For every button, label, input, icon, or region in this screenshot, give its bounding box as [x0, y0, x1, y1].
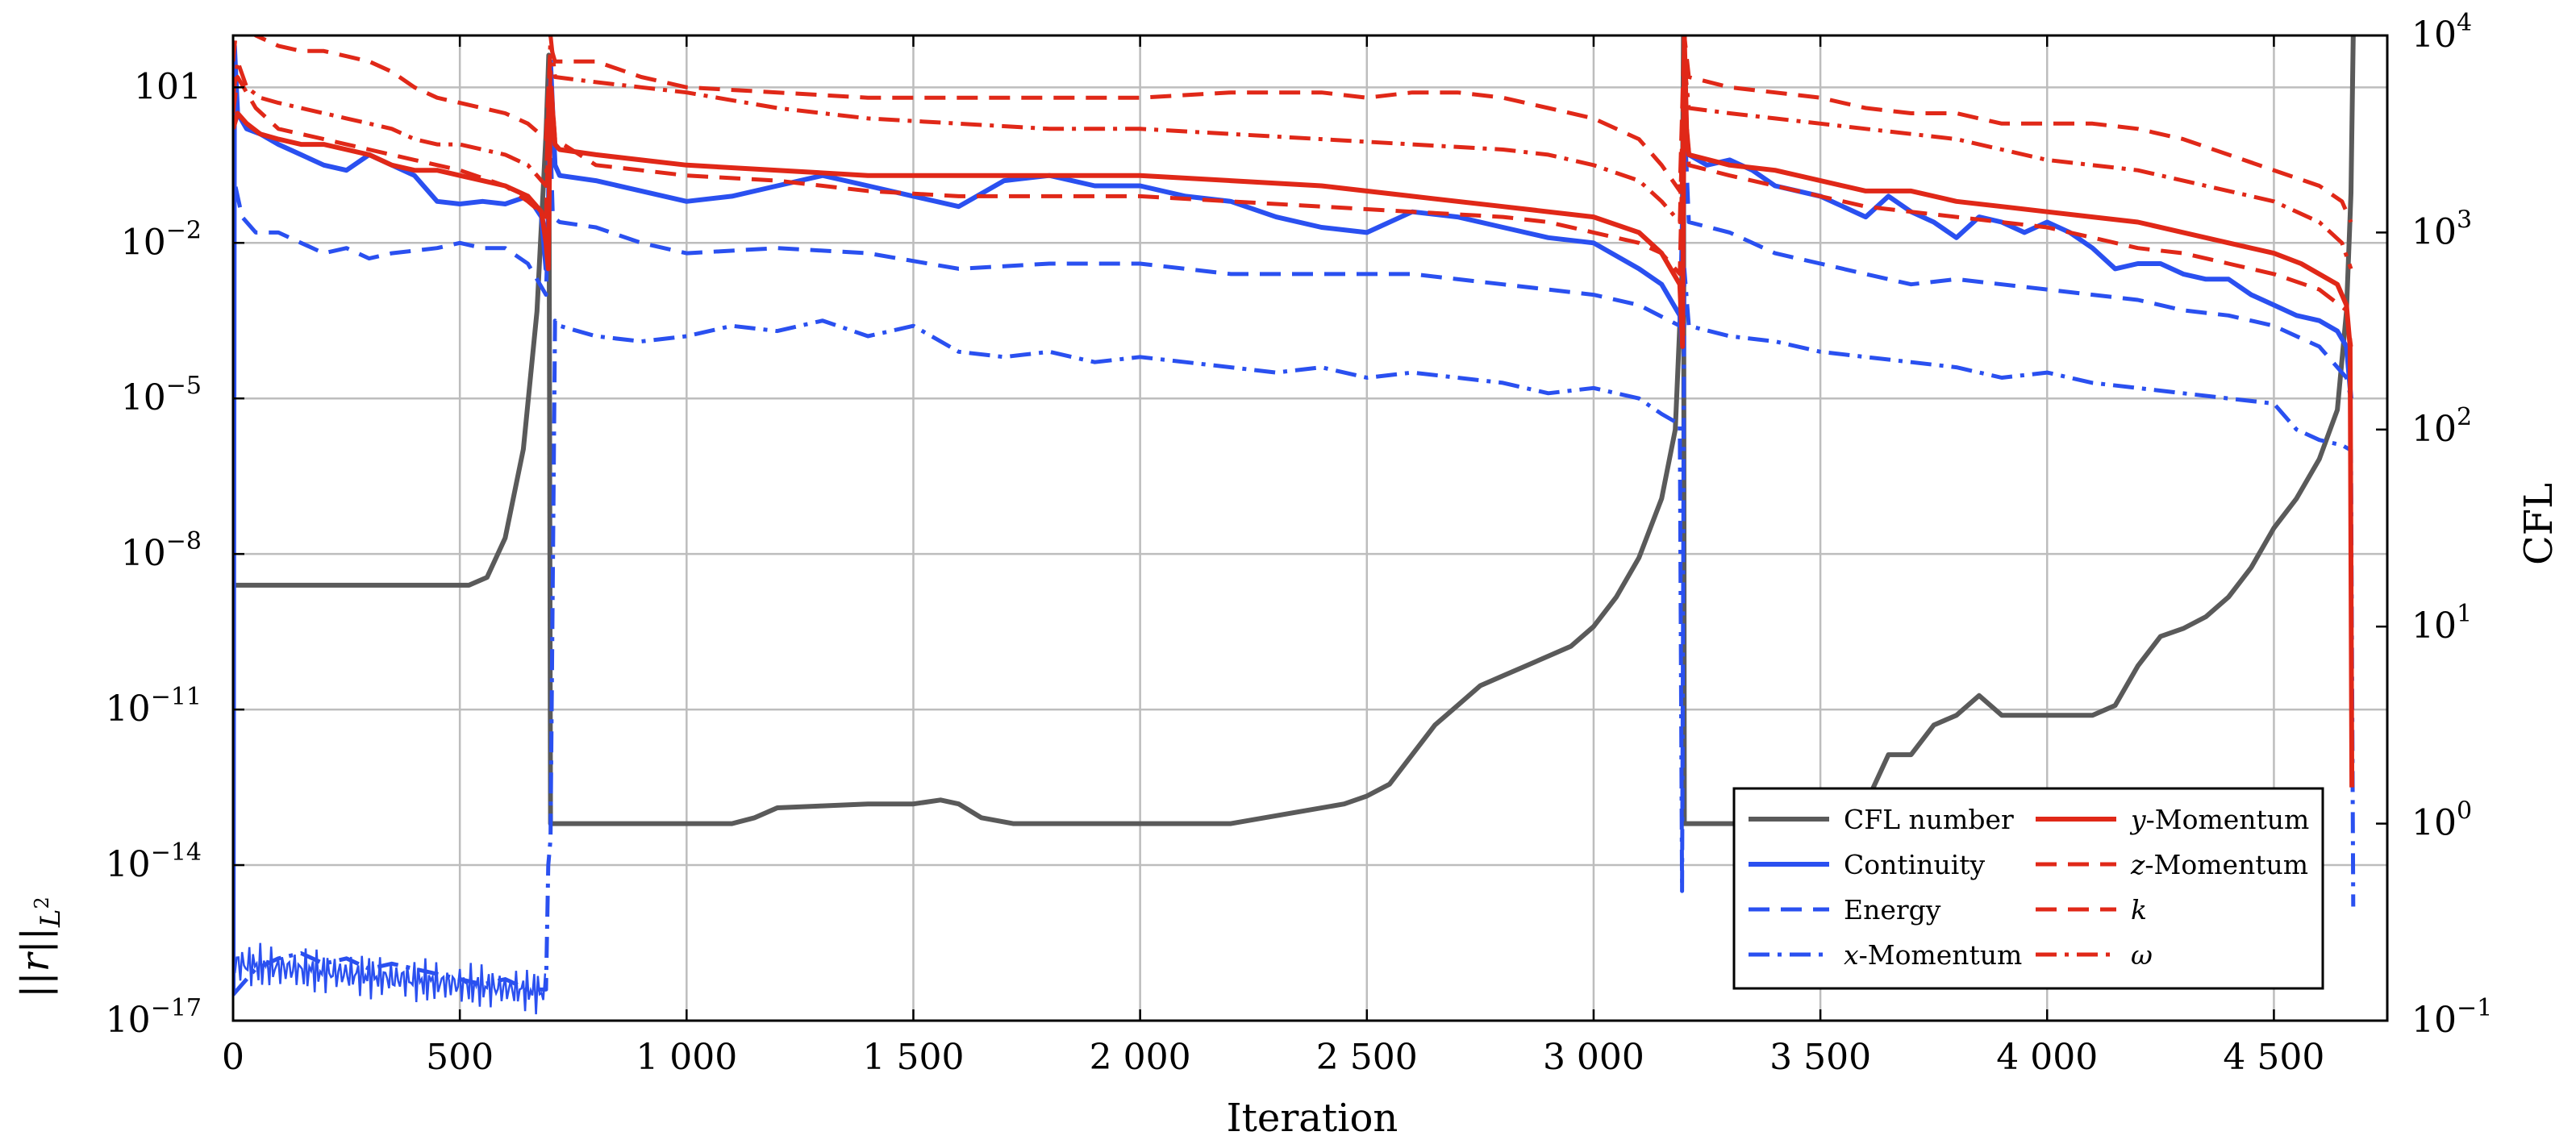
x-tick-label: 2 500	[1316, 1037, 1418, 1078]
x-axis-title: Iteration	[1227, 1096, 1398, 1141]
y-left-tick-label: 10−14	[106, 838, 202, 885]
y-left-tick-label: 10−17	[106, 994, 202, 1041]
series-line-cfl-number	[233, 35, 2356, 826]
y-right-tick-label: 101	[2411, 600, 2472, 647]
y-right-tick-label: 100	[2411, 797, 2472, 844]
y-left-tick-label: 10−2	[121, 216, 202, 263]
axes	[231, 34, 2389, 1022]
y-right-tick-label: 10−1	[2411, 994, 2492, 1041]
x-tick-label: 1 000	[636, 1037, 737, 1078]
y-left-tick-label: 101	[134, 66, 202, 107]
y-left-tick-label: 10−8	[121, 527, 202, 574]
legend-label-cfl-number: CFL number	[1844, 804, 2014, 835]
tick-labels: 0 500 1 000 1 500 2 000 2 500 3 000 3 500 4 000 4…	[106, 9, 2493, 1078]
series-line-energy	[233, 111, 2353, 399]
y-right-tick-label: 104	[2411, 9, 2472, 56]
plot-frame	[231, 34, 2389, 1022]
legend-label-x-momentum: x-Momentum	[1844, 939, 2022, 971]
series-group	[233, 35, 2356, 1015]
x-tick-label: 2 000	[1090, 1037, 1191, 1078]
x-tick-label: 4 000	[1996, 1037, 2098, 1078]
series-line-y-momentum	[233, 35, 2355, 788]
legend-label-k: k	[2131, 894, 2147, 926]
grid	[233, 35, 2387, 1021]
y-axis-left-title: ||r||L2	[13, 896, 67, 998]
series-line-omega	[233, 35, 2353, 270]
x-tick-label: 3 000	[1543, 1037, 1644, 1078]
y-right-tick-label: 102	[2411, 403, 2472, 450]
legend-box	[1732, 787, 2324, 990]
legend-label-omega: ω	[2131, 939, 2153, 971]
y-left-tick-label: 10−11	[106, 683, 202, 730]
legend: CFL number y-Momentum Continuity z-Momentum…	[1732, 787, 2324, 990]
svg-text:||r||L2: ||r||L2	[13, 896, 67, 998]
y-left-tick-label: 10−5	[121, 372, 202, 418]
y-right-tick-label: 103	[2411, 206, 2472, 252]
x-tick-label: 0	[222, 1037, 244, 1078]
legend-label-energy: Energy	[1844, 894, 1941, 926]
x-tick-label: 1 500	[862, 1037, 964, 1078]
series-noise-continuity	[233, 942, 547, 1015]
legend-label-continuity: Continuity	[1844, 849, 1986, 880]
series-line-k	[233, 35, 2353, 223]
x-tick-label: 4 500	[2223, 1037, 2324, 1078]
x-tick-label: 500	[426, 1037, 494, 1078]
legend-label-z-momentum: z-Momentum	[2130, 849, 2308, 880]
y-axis-right-title: CFL	[2516, 483, 2561, 565]
x-tick-label: 3 500	[1769, 1037, 1871, 1078]
legend-label-y-momentum: y-Momentum	[2129, 804, 2309, 835]
